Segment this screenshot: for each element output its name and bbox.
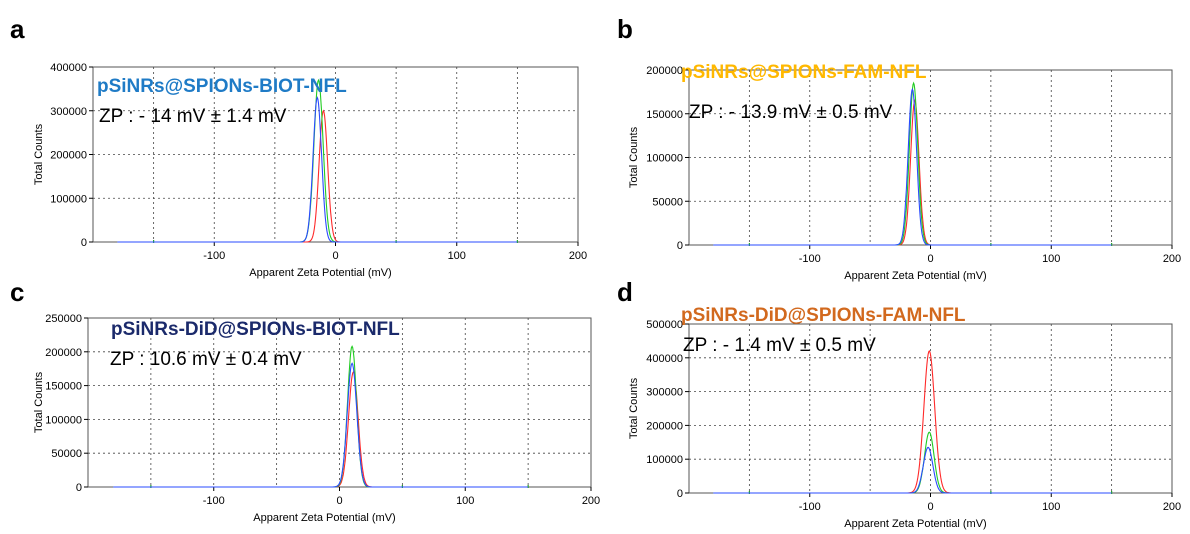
y-axis-label: Total Counts (628, 377, 640, 439)
chart-panel-d: d 0 100000 200000 300000 400000 500000 -100 0 10… (595, 267, 1190, 534)
chart-panel-a: a 0 100000 200000 300000 400000 -100 0 100 200 Ap… (0, 0, 595, 279)
x-tick-label: 0 (336, 495, 342, 507)
y-tick-label: 0 (76, 482, 82, 494)
y-tick-label: 200000 (45, 347, 82, 359)
chart-title: pSiNRs@SPIONs-FAM-NFL (681, 62, 927, 83)
y-tick-label: 100000 (646, 454, 683, 466)
chart-svg: 0 100000 200000 300000 400000 -100 0 100 200 Appa… (33, 62, 587, 279)
panel-label: b (617, 14, 633, 44)
zeta-potential-annotation: ZP : - 1.4 mV ± 0.5 mV (683, 335, 876, 356)
y-axis-label: Total Counts (33, 371, 45, 433)
x-axis-label: Apparent Zeta Potential (mV) (844, 270, 986, 282)
x-tick-label: -100 (799, 253, 821, 265)
y-tick-label: 300000 (50, 106, 87, 118)
chart-panel-b: b 0 50000 100000 150000 200000 -100 0 100 200 App… (595, 0, 1190, 282)
y-tick-label: 50000 (652, 196, 683, 208)
chart-svg: 0 50000 100000 150000 200000 250000 -100 0 100 20… (33, 313, 600, 524)
x-axis-label: Apparent Zeta Potential (mV) (253, 512, 395, 524)
chart-svg: 0 100000 200000 300000 400000 500000 -100 0 100 2… (628, 319, 1181, 530)
x-tick-label: 200 (1163, 253, 1181, 265)
y-tick-label: 400000 (50, 62, 87, 74)
chart-title: pSiNRs-DiD@SPIONs-BIOT-NFL (111, 319, 400, 340)
series-line (117, 96, 518, 243)
series-line (113, 362, 529, 488)
x-axis-label: Apparent Zeta Potential (mV) (249, 267, 391, 279)
series-line (113, 371, 529, 488)
y-tick-label: 0 (81, 237, 87, 249)
x-tick-label: -100 (203, 250, 225, 262)
zeta-potential-annotation: ZP : - 13.9 mV ± 0.5 mV (689, 102, 893, 123)
zeta-potential-annotation: ZP : 10.6 mV ± 0.4 mV (110, 349, 302, 370)
x-tick-label: 100 (448, 250, 466, 262)
series-line (713, 87, 1112, 246)
y-tick-label: 150000 (45, 381, 82, 393)
series-line (117, 109, 518, 243)
y-tick-label: 100000 (45, 414, 82, 426)
zeta-potential-annotation: ZP : - 14 mV ± 1.4 mV (99, 106, 287, 127)
series-line (117, 78, 518, 243)
y-tick-label: 150000 (646, 109, 683, 121)
x-tick-label: 0 (927, 501, 933, 513)
x-tick-label: 200 (569, 250, 587, 262)
y-tick-label: 50000 (51, 448, 82, 460)
x-tick-label: 100 (456, 495, 474, 507)
x-tick-label: 0 (332, 250, 338, 262)
chart-svg: 0 50000 100000 150000 200000 -100 0 100 200 Appar… (628, 65, 1181, 282)
y-tick-label: 200000 (646, 65, 683, 77)
panel-label: d (617, 277, 633, 307)
x-tick-label: -100 (203, 495, 225, 507)
y-axis-label: Total Counts (33, 123, 45, 185)
y-axis-label: Total Counts (628, 126, 640, 188)
y-tick-label: 100000 (646, 153, 683, 165)
series-line (713, 350, 1112, 494)
y-tick-label: 300000 (646, 387, 683, 399)
y-tick-label: 400000 (646, 353, 683, 365)
chart-title: pSiNRs@SPIONs-BIOT-NFL (97, 76, 347, 97)
x-tick-label: 100 (1042, 501, 1060, 513)
y-tick-label: 200000 (646, 420, 683, 432)
y-tick-label: 0 (677, 240, 683, 252)
chart-title: pSiNRs-DiD@SPIONs-FAM-NFL (681, 305, 966, 326)
x-tick-label: -100 (799, 501, 821, 513)
y-tick-label: 200000 (50, 150, 87, 162)
x-tick-label: 100 (1042, 253, 1060, 265)
panel-label: a (10, 14, 25, 44)
x-axis-label: Apparent Zeta Potential (mV) (844, 518, 986, 530)
x-tick-label: 0 (927, 253, 933, 265)
y-tick-label: 0 (677, 488, 683, 500)
y-tick-label: 500000 (646, 319, 683, 331)
x-tick-label: 200 (582, 495, 600, 507)
chart-panel-c: c 0 50000 100000 150000 200000 250000 -100 0 100… (0, 267, 600, 534)
series-line (713, 431, 1112, 494)
x-tick-label: 200 (1163, 501, 1181, 513)
y-tick-label: 100000 (50, 193, 87, 205)
series-line (713, 446, 1112, 494)
y-tick-label: 250000 (45, 313, 82, 325)
panel-label: c (10, 277, 25, 307)
